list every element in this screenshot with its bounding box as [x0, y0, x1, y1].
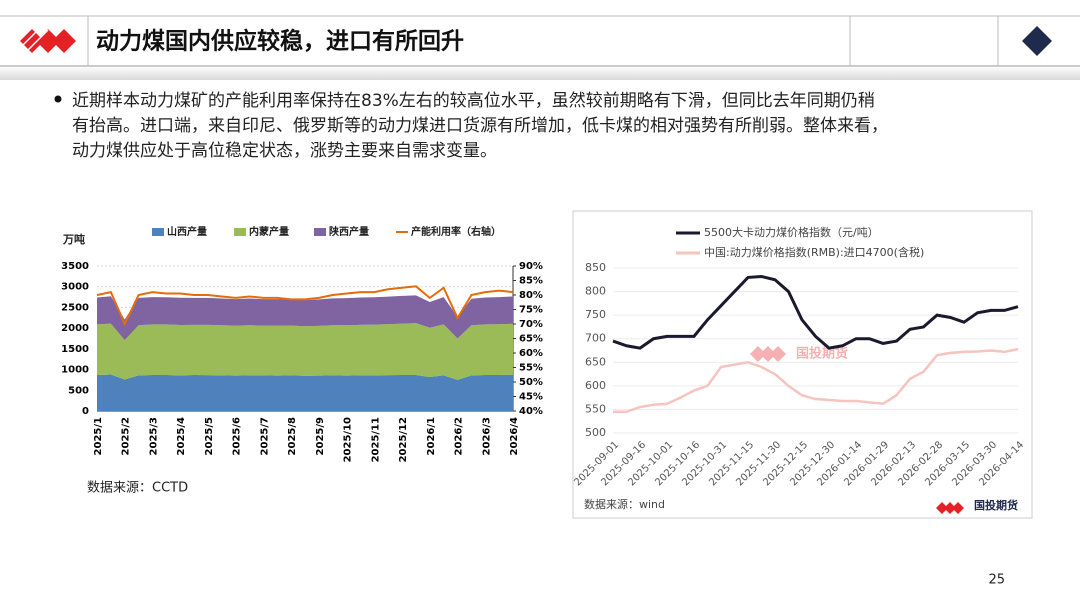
- chart-frame: [572, 210, 1033, 519]
- x-tick-label: 2025/8: [287, 417, 298, 455]
- y2-tick-label: 60%: [519, 348, 543, 359]
- y-tick-label: 650: [585, 355, 606, 368]
- legend-label: 产能利用率（右轴）: [411, 225, 501, 238]
- price-line: [613, 347, 1019, 414]
- header-shadow: [0, 66, 1080, 80]
- y-tick-label: 850: [585, 261, 606, 274]
- y-tick-label: 550: [585, 402, 606, 415]
- y-tick-label: 500: [68, 385, 89, 396]
- footer-logo: 国投期货: [936, 498, 1018, 514]
- legend-swatch: [314, 228, 326, 236]
- slide-title: 动力煤国内供应较稳，进口有所回升: [96, 28, 464, 55]
- svg-text:国投期货: 国投期货: [974, 498, 1018, 512]
- x-tick-label: 2026/4: [509, 417, 520, 455]
- y2-tick-label: 50%: [519, 377, 543, 388]
- y-tick-label: 3000: [61, 282, 89, 293]
- y-tick-label: 800: [585, 285, 606, 298]
- x-tick-label: 2026/1: [426, 417, 437, 455]
- x-tick-label: 2025/9: [315, 417, 326, 455]
- y-tick-label: 3500: [61, 261, 89, 272]
- x-tick-label: 2025/1: [93, 417, 104, 455]
- x-tick-label: 2025/2: [121, 417, 132, 455]
- y-tick-label: 2500: [61, 302, 89, 313]
- legend-label: 5500大卡动力煤价格指数（元/吨）: [704, 225, 879, 239]
- x-tick-label: 2025/5: [204, 417, 215, 455]
- y-tick-label: 1500: [61, 344, 89, 355]
- legend-label: 内蒙产量: [249, 225, 289, 238]
- x-tick-label: 2025/6: [232, 417, 243, 455]
- bullet-line: 动力煤供应处于高位稳定状态，涨势主要来自需求变量。: [72, 141, 497, 161]
- stacked-area: [97, 374, 513, 411]
- y-tick-label: 1000: [61, 365, 89, 376]
- x-tick-label: 2025/7: [259, 417, 270, 455]
- y-axis-unit: 万吨: [62, 232, 85, 246]
- x-tick-label: 2026/2: [454, 417, 465, 455]
- legend-label: 山西产量: [167, 225, 207, 238]
- y2-tick-label: 80%: [519, 290, 543, 301]
- page-number: 25: [988, 573, 1005, 588]
- stacked-area: [97, 323, 513, 380]
- x-tick-label: 2025/4: [176, 417, 187, 455]
- logo: [20, 27, 76, 53]
- x-tick-label: 2025/11: [370, 417, 381, 462]
- y-tick-label: 0: [82, 406, 89, 417]
- y2-tick-label: 55%: [519, 363, 543, 374]
- y2-tick-label: 40%: [519, 406, 543, 417]
- legend-swatch: [152, 228, 164, 236]
- price-line: [612, 274, 1019, 350]
- bullet-dot: [54, 95, 62, 103]
- y-tick-label: 600: [585, 379, 606, 392]
- legend-swatch: [234, 228, 246, 236]
- svg-text:国投期货: 国投期货: [796, 346, 848, 362]
- x-tick-label: 2025/10: [343, 417, 354, 462]
- bullet-line: 有抬高。进口端，来自印尼、俄罗斯等的动力煤进口货源有所增加，低卡煤的相对强势有所…: [72, 116, 888, 136]
- watermark: 国投期货: [750, 346, 848, 362]
- utilization-line: [96, 285, 514, 327]
- source-note: 数据来源：CCTD: [87, 481, 188, 496]
- y2-tick-label: 65%: [519, 334, 543, 345]
- y2-tick-label: 75%: [519, 305, 543, 316]
- bullet-line: 近期样本动力煤矿的产能利用率保持在83%左右的较高位水平，虽然较前期略有下滑，但…: [72, 91, 875, 111]
- y2-tick-label: 85%: [519, 276, 543, 287]
- y2-tick-label: 45%: [519, 392, 543, 403]
- x-tick-label: 2025/12: [398, 417, 409, 462]
- source-note: 数据来源：wind: [584, 497, 665, 511]
- y-tick-label: 500: [585, 426, 606, 439]
- y2-tick-label: 70%: [519, 319, 543, 330]
- x-tick-label: 2025/3: [148, 417, 159, 455]
- y-tick-label: 700: [585, 332, 606, 345]
- nav-diamond: [1022, 26, 1052, 56]
- x-tick-label: 2026/3: [481, 417, 492, 455]
- y-tick-label: 750: [585, 308, 606, 321]
- legend-label: 中国:动力煤价格指数(RMB):进口4700(含税): [704, 245, 924, 259]
- y-tick-label: 2000: [61, 323, 89, 334]
- y2-tick-label: 90%: [519, 261, 543, 272]
- legend-label: 陕西产量: [329, 225, 369, 238]
- stacked-area: [97, 295, 513, 341]
